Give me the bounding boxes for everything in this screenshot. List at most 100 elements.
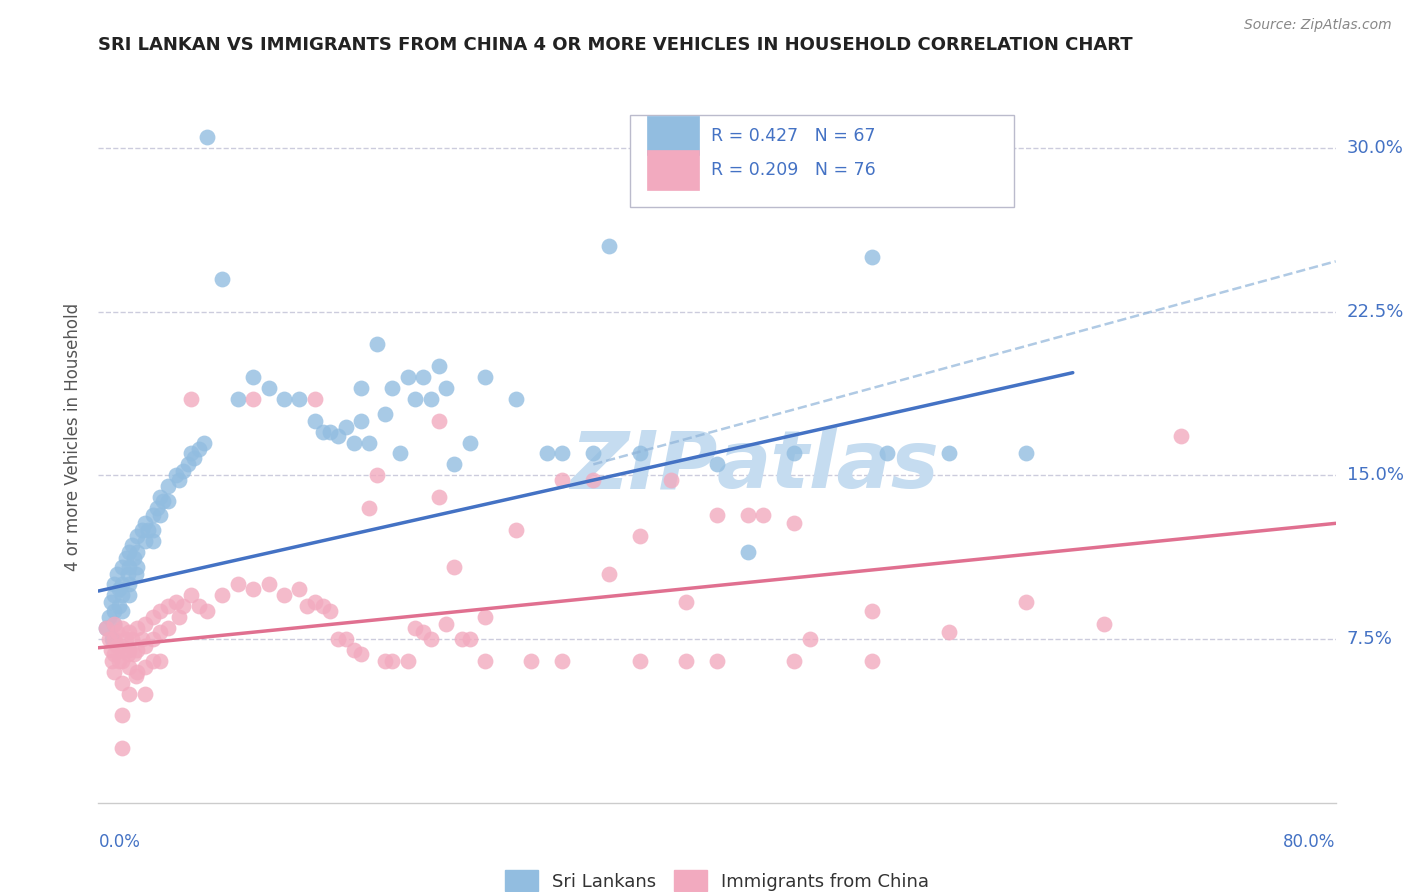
- Point: [96, 621, 118, 635]
- Point: [938, 446, 960, 460]
- Point: [101, 654, 124, 668]
- Point: [127, 560, 149, 574]
- Point: [177, 458, 200, 472]
- Point: [752, 508, 775, 522]
- Point: [134, 533, 156, 548]
- Point: [103, 577, 125, 591]
- Point: [343, 435, 366, 450]
- Point: [180, 588, 202, 602]
- Point: [381, 654, 404, 668]
- Point: [312, 599, 335, 614]
- Point: [427, 490, 450, 504]
- Point: [100, 643, 122, 657]
- Point: [706, 458, 728, 472]
- Point: [443, 560, 465, 574]
- Point: [167, 473, 190, 487]
- Point: [288, 582, 311, 596]
- Point: [551, 654, 574, 668]
- Point: [124, 669, 146, 683]
- Point: [273, 392, 295, 406]
- Point: [938, 625, 960, 640]
- Point: [860, 604, 883, 618]
- Point: [226, 577, 249, 591]
- Point: [124, 566, 146, 581]
- FancyBboxPatch shape: [647, 151, 699, 190]
- Text: R = 0.209   N = 76: R = 0.209 N = 76: [711, 161, 876, 179]
- Point: [121, 632, 143, 646]
- Text: 0.0%: 0.0%: [98, 833, 141, 851]
- Point: [111, 741, 132, 756]
- Point: [1015, 446, 1038, 460]
- Point: [350, 381, 373, 395]
- Point: [381, 381, 404, 395]
- Point: [115, 632, 138, 646]
- Point: [450, 632, 472, 646]
- Point: [98, 632, 121, 646]
- Point: [111, 675, 132, 690]
- Point: [111, 639, 132, 653]
- Point: [105, 639, 128, 653]
- Point: [134, 660, 156, 674]
- Point: [1015, 595, 1038, 609]
- Point: [312, 425, 335, 439]
- Point: [117, 566, 139, 581]
- Point: [103, 665, 125, 679]
- Point: [366, 337, 388, 351]
- Point: [115, 551, 138, 566]
- Point: [357, 501, 380, 516]
- Point: [117, 648, 139, 662]
- Point: [419, 632, 441, 646]
- Legend: Sri Lankans, Immigrants from China: Sri Lankans, Immigrants from China: [498, 863, 936, 892]
- Point: [134, 687, 156, 701]
- Point: [136, 523, 159, 537]
- Point: [188, 442, 211, 456]
- Point: [118, 643, 141, 657]
- Point: [118, 588, 141, 602]
- Point: [675, 654, 697, 668]
- Point: [157, 494, 180, 508]
- Point: [474, 370, 496, 384]
- Point: [105, 566, 128, 581]
- Point: [374, 407, 396, 421]
- Point: [273, 588, 295, 602]
- Point: [195, 604, 218, 618]
- Point: [127, 529, 149, 543]
- Point: [141, 610, 165, 624]
- Point: [131, 523, 153, 537]
- Point: [326, 429, 350, 443]
- Point: [141, 654, 165, 668]
- Point: [427, 359, 450, 373]
- Point: [157, 621, 180, 635]
- Point: [242, 392, 264, 406]
- Point: [876, 446, 898, 460]
- Point: [172, 464, 194, 478]
- Point: [188, 599, 211, 614]
- Point: [111, 560, 132, 574]
- Text: 30.0%: 30.0%: [1347, 139, 1403, 157]
- Point: [458, 435, 481, 450]
- Point: [374, 654, 396, 668]
- Point: [165, 595, 187, 609]
- Point: [134, 639, 156, 653]
- Point: [1092, 616, 1115, 631]
- Point: [141, 523, 165, 537]
- Point: [193, 435, 215, 450]
- Point: [443, 458, 465, 472]
- Point: [149, 625, 172, 640]
- Text: 7.5%: 7.5%: [1347, 630, 1393, 648]
- Point: [122, 648, 145, 662]
- Point: [127, 665, 149, 679]
- Point: [628, 529, 651, 543]
- Point: [505, 392, 527, 406]
- Point: [98, 610, 121, 624]
- Point: [127, 621, 149, 635]
- Point: [103, 648, 125, 662]
- Point: [628, 654, 651, 668]
- Point: [326, 632, 350, 646]
- Point: [103, 616, 125, 631]
- Point: [111, 604, 132, 618]
- Text: 15.0%: 15.0%: [1347, 467, 1403, 484]
- Point: [474, 654, 496, 668]
- Point: [103, 604, 125, 618]
- Point: [628, 446, 651, 460]
